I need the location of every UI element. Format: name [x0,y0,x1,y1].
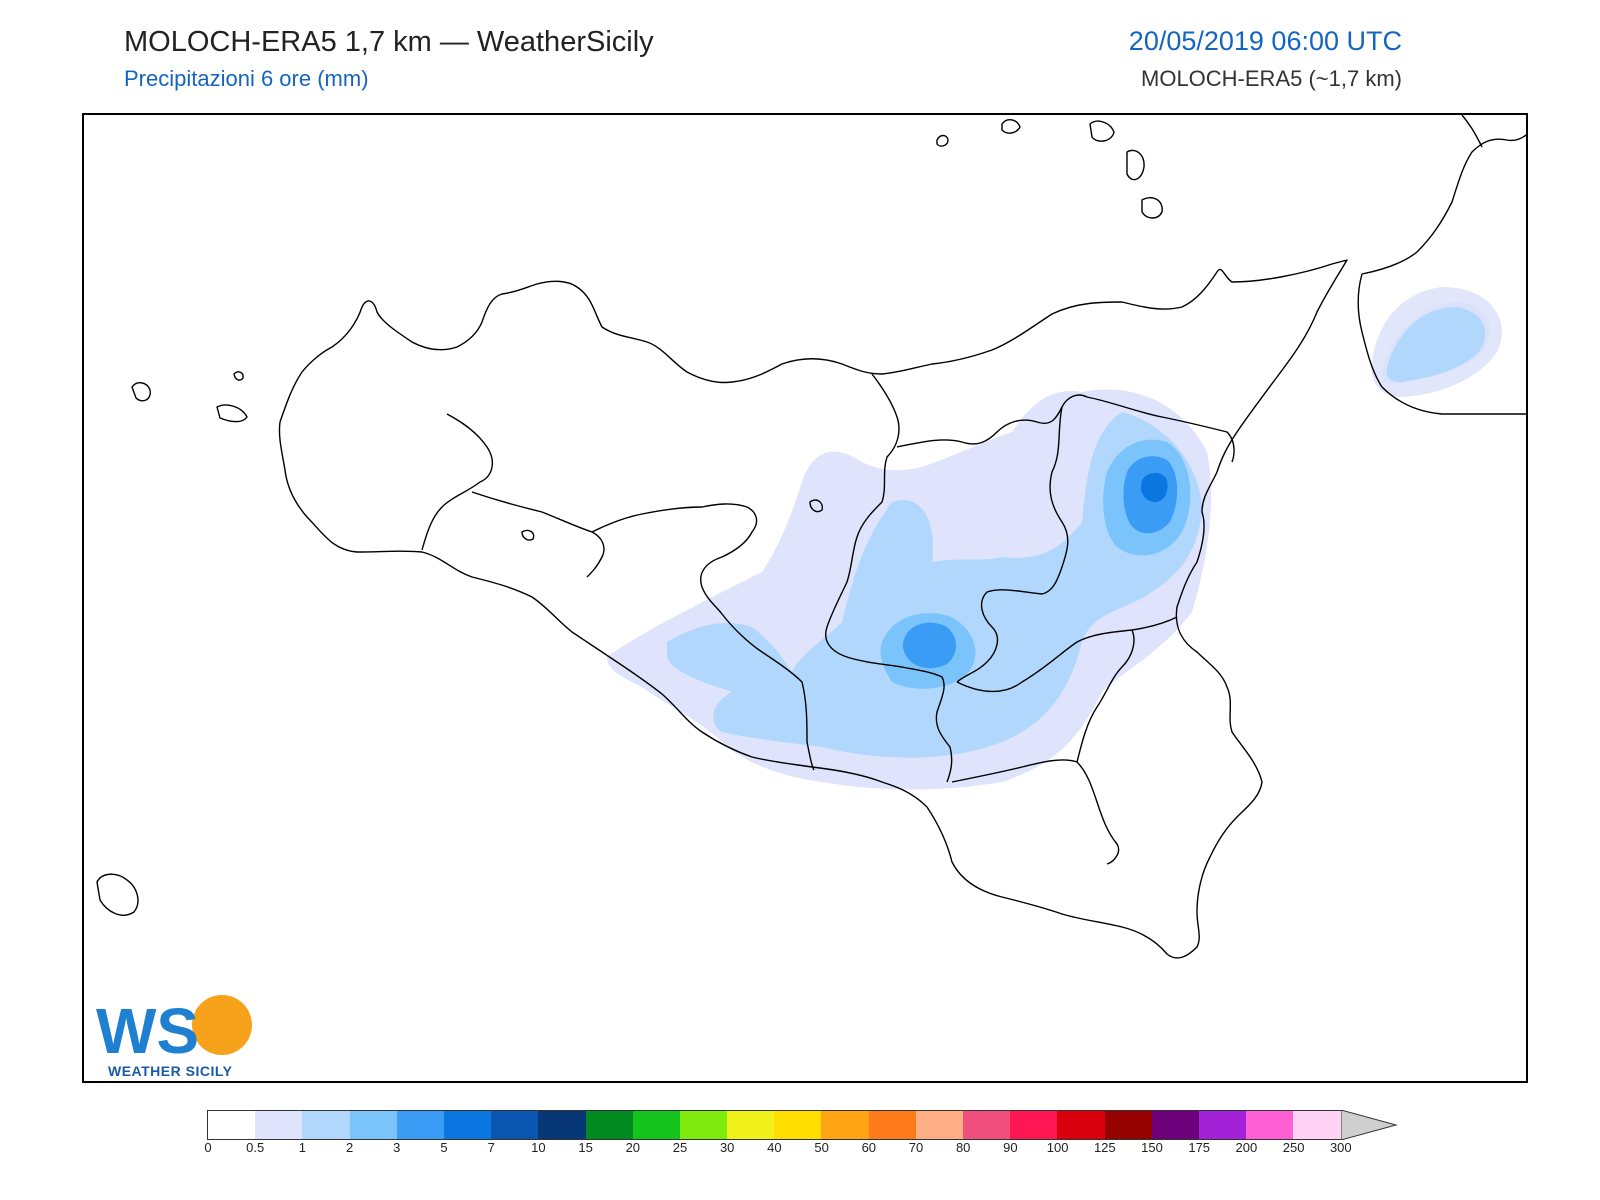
precip-moderate-area [1386,307,1486,383]
colorbar-tick-label: 10 [531,1140,546,1155]
colorbar-bin [1151,1111,1199,1139]
colorbar-tick-label: 15 [578,1140,593,1155]
logo-graphic: WS [96,995,252,1067]
colorbar-bins [207,1110,1342,1140]
colorbar-tick-label: 2 [345,1140,354,1155]
colorbar-tick-label: 175 [1188,1140,1211,1155]
island-outline [96,873,139,916]
colorbar-bin [963,1111,1011,1139]
colorbar-bin [915,1111,963,1139]
province-border [591,503,815,771]
precip-moderate-area [667,412,1202,758]
colorbar-tick-label: 40 [767,1140,782,1155]
colorbar-tick-label: 0 [204,1140,212,1155]
colorbar-tick-label: 200 [1235,1140,1258,1155]
svg-text:WS: WS [96,995,199,1067]
province-border [1076,629,1135,763]
province-border [956,616,1178,693]
colorbar-bin [396,1111,444,1139]
sicily-coastline [278,259,1348,959]
colorbar-tick-label: 250 [1282,1140,1305,1155]
colorbar-bin [868,1111,916,1139]
island-outline [216,404,248,423]
colorbar-tick-label: 125 [1093,1140,1116,1155]
calabria-coastline [1361,134,1526,275]
weathersicily-logo: WS WEATHER SICILY [94,985,254,1085]
calabria-coastline [1357,273,1526,415]
forecast-datetime: 20/05/2019 06:00 UTC [1128,26,1402,56]
colorbar-tick-label: 90 [1003,1140,1018,1155]
colorbar-bin [349,1111,397,1139]
colorbar-bin [208,1111,256,1139]
colorbar-tick-label: 25 [672,1140,688,1155]
colorbar-bin [1293,1111,1341,1139]
map-subtitle: Precipitazioni 6 ore (mm) [124,66,369,91]
province-border [896,394,1088,448]
province-border [471,491,605,578]
precipitation-layer [607,287,1502,790]
province-border [951,759,1120,865]
colorbar-bin [443,1111,492,1139]
colorbar-bin [1198,1111,1247,1139]
map-svg [96,115,1526,959]
colorbar-tick-label: 80 [955,1140,971,1155]
colorbar-bin [727,1111,775,1139]
map-title: MOLOCH-ERA5 1,7 km — WeatherSicily [124,26,654,58]
province-border [956,406,1069,683]
island-outline [1126,149,1145,181]
island-outline [1001,119,1021,134]
colorbar-bin [679,1111,728,1139]
colorbar-tick-label: 100 [1046,1140,1069,1155]
province-border [825,373,953,783]
coastline-layer [96,115,1526,959]
colorbar-bin [585,1111,633,1139]
province-border [1086,396,1235,463]
colorbar-bin [491,1111,539,1139]
logo-text: WEATHER SICILY [108,1063,233,1079]
colorbar-bin [538,1111,586,1139]
colorbar-bin [1057,1111,1105,1139]
island-outline [1089,120,1115,142]
colorbar-bin [1104,1111,1152,1139]
island-outline [936,134,949,147]
colorbar-overflow-arrow [1340,1110,1398,1140]
calabria-coastline [1461,115,1483,148]
colorbar-bin [255,1111,303,1139]
colorbar-tick-label: 3 [393,1140,401,1155]
colorbar-tick-label: 7 [487,1140,495,1155]
precipitation-colorbar [207,1110,1407,1140]
colorbar-tick-label: 60 [861,1140,877,1155]
colorbar-bin [1246,1111,1294,1139]
colorbar-bin [774,1111,822,1139]
colorbar-tick-label: 150 [1141,1140,1163,1155]
colorbar-bin [632,1111,680,1139]
island-outline [1141,196,1163,219]
colorbar-tick-label: 20 [625,1140,641,1155]
colorbar-bin [821,1111,869,1139]
colorbar-bin [302,1111,350,1139]
colorbar-tick-label: 70 [908,1140,924,1155]
colorbar-tick-label: 0.5 [246,1140,265,1155]
colorbar-tick-label: 50 [814,1140,829,1155]
island-outline [521,529,535,541]
colorbar-tick-label: 300 [1329,1140,1352,1155]
island-outline [131,382,151,402]
island-outline [233,371,244,381]
colorbar-tick-label: 1 [298,1140,307,1155]
island-outline [809,499,824,513]
precipitation-map [82,113,1528,1083]
precip-intense-area [902,622,956,669]
colorbar-bin [1010,1111,1058,1139]
precip-peak-area [1141,472,1168,503]
colorbar-tick-label: 5 [440,1140,448,1155]
colorbar-tick-label: 30 [719,1140,735,1155]
model-label: MOLOCH-ERA5 (~1,7 km) [1141,66,1402,91]
province-border [421,413,494,551]
